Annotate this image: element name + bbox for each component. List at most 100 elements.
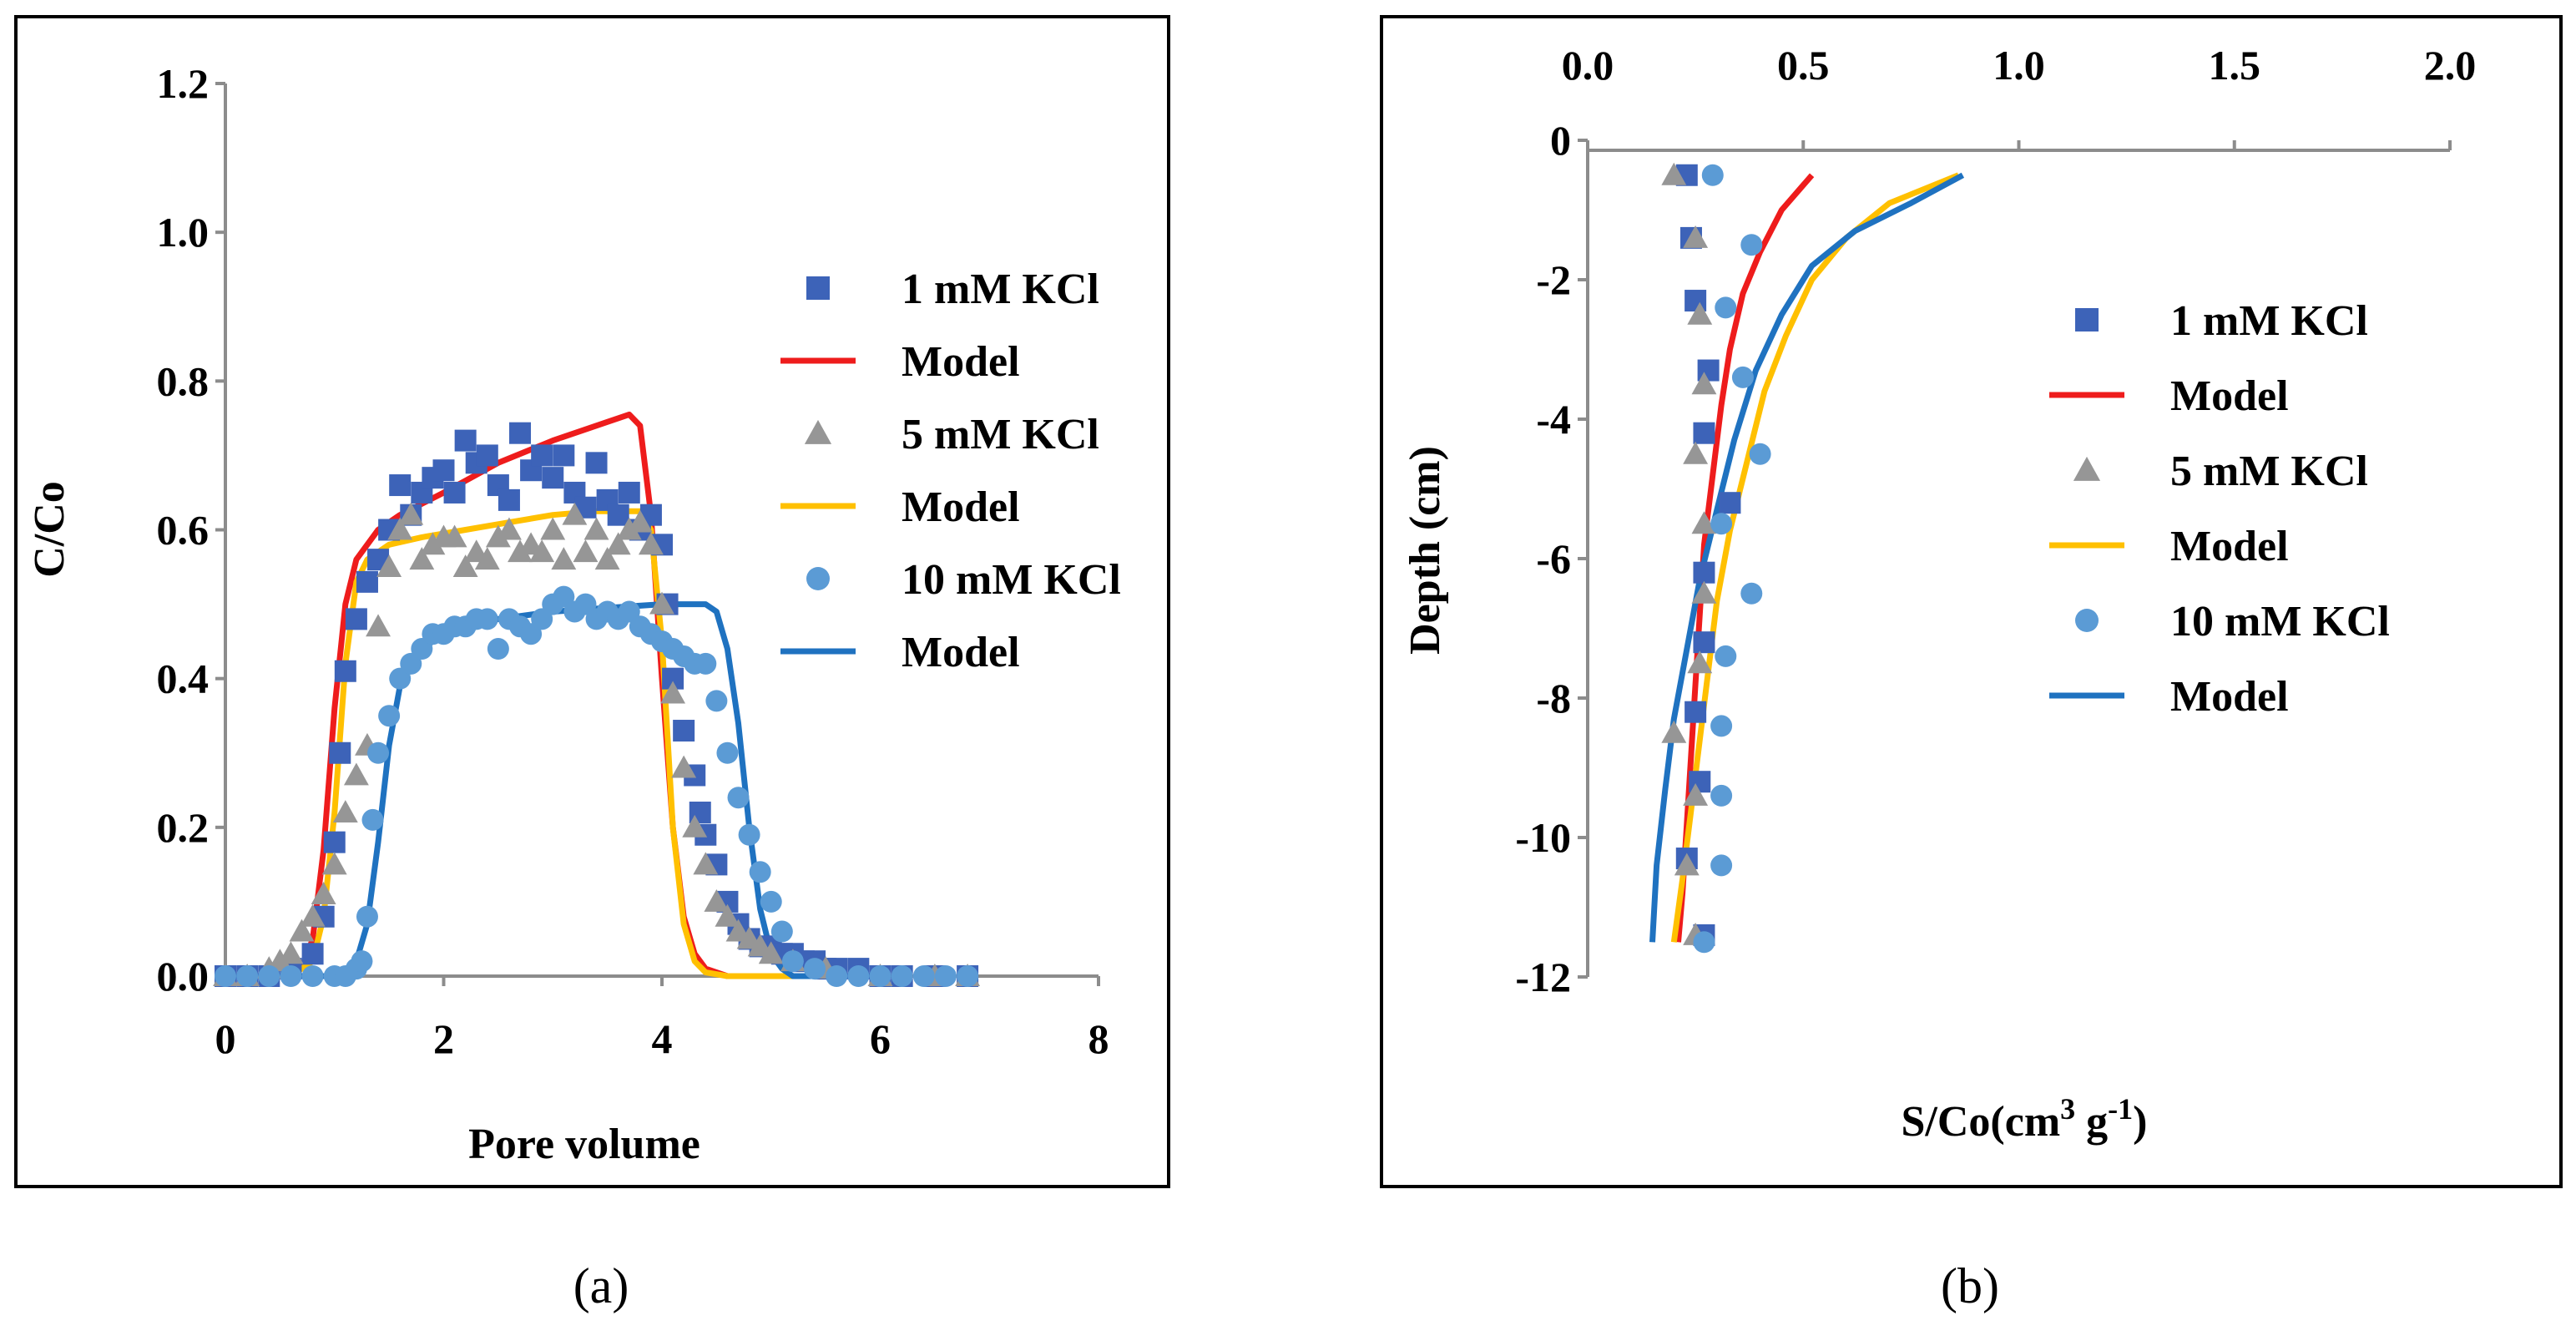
a-series-2-point — [387, 517, 413, 540]
a-series-2-point — [311, 882, 336, 904]
a-y-tick-label: 0.2 — [157, 804, 210, 851]
a-series-4-point — [847, 965, 870, 987]
panel-b-x-label: S/Co(cm3 g-1) — [1902, 1092, 2148, 1146]
a-series-4-point — [553, 585, 575, 608]
b-legend-1-label: Model — [2170, 372, 2289, 420]
a-series-2-point — [376, 554, 402, 578]
b-series-2-point — [1674, 853, 1700, 876]
a-series-2-point — [583, 517, 609, 540]
a-series-0-point — [607, 504, 629, 526]
panel-a-y-label: C/Co — [26, 481, 73, 578]
a-series-2-point — [474, 547, 500, 570]
a-series-4-point — [716, 741, 739, 764]
a-series-2-point — [649, 591, 674, 615]
a-series-4-point — [356, 905, 378, 928]
panel-a-caption: (a) — [573, 1258, 629, 1313]
b-series-4-point — [1749, 443, 1771, 465]
a-series-2-point — [332, 800, 358, 822]
b-series-2-point — [1691, 511, 1717, 534]
b-legend-4-swatch — [2075, 609, 2099, 632]
b-legend-4-label: 10 mM KCl — [2170, 598, 2390, 645]
a-series-4-point — [361, 808, 384, 831]
panel-b-legend: 1 mM KCl Model 5 mM KCl Model 10 mM KCl Model — [2049, 297, 2390, 721]
a-series-4-point — [487, 638, 509, 660]
b-series-5-model-line — [1649, 172, 1965, 943]
a-series-4-point — [738, 823, 760, 846]
a-series-2-point — [420, 532, 446, 555]
a-series-2-point — [594, 547, 620, 570]
b-series-4-point — [1693, 931, 1715, 954]
panel-a-legend: 1 mM KCl Model 5 mM KCl Model 10 mM KCl Model — [780, 266, 1121, 676]
a-series-2-point — [267, 949, 293, 972]
a-legend-2-label: 5 mM KCl — [902, 411, 1099, 458]
a-series-2-point — [289, 919, 315, 942]
a-series-4-point — [301, 965, 324, 987]
panel-a-series — [213, 411, 981, 987]
a-series-4-point — [804, 958, 826, 980]
a-series-2-point — [562, 502, 588, 525]
a-series-2-point — [278, 941, 304, 964]
a-series-4-point — [957, 965, 979, 987]
a-x-tick-label: 6 — [870, 1015, 891, 1062]
panel-b-caption: (b) — [1941, 1258, 1999, 1313]
b-series-2-point — [1683, 225, 1709, 248]
a-series-4-point — [749, 861, 771, 883]
a-x-tick-label: 0 — [215, 1015, 236, 1062]
a-series-2-point — [508, 539, 533, 563]
b-series-4-point — [1710, 715, 1733, 737]
a-y-tick-label: 0.8 — [157, 357, 210, 404]
a-series-2-point — [605, 532, 631, 555]
b-legend-0-label: 1 mM KCl — [2170, 297, 2368, 345]
b-x-tick-label: 2.0 — [2424, 42, 2477, 89]
a-series-4-point — [912, 965, 935, 987]
b-series-2-point — [1661, 162, 1687, 185]
b-series-4-point — [1715, 296, 1737, 319]
a-legend-3-label: Model — [902, 483, 1020, 531]
a-y-tick-label: 1.0 — [157, 209, 210, 256]
a-series-0-point — [432, 459, 455, 482]
b-series-2-point — [1683, 441, 1709, 464]
a-series-4-point — [705, 690, 728, 712]
a-series-2-point — [452, 554, 478, 578]
a-series-2-point — [573, 539, 599, 563]
a-series-4-point — [520, 623, 543, 645]
a-series-0-point — [618, 481, 640, 504]
a-series-2-point — [529, 539, 555, 563]
a-series-2-point — [300, 903, 326, 927]
a-series-0-point — [542, 467, 564, 489]
b-x-tick-label: 0.5 — [1777, 42, 1830, 89]
a-series-3-model-line — [225, 508, 881, 979]
a-series-2-point — [485, 524, 511, 548]
a-series-0-point — [443, 481, 466, 504]
a-series-4-point — [727, 787, 750, 809]
a-series-4-point — [869, 965, 891, 987]
a-series-0-point — [673, 720, 695, 742]
a-series-0-point — [531, 444, 553, 467]
a-y-tick-label: 0.4 — [157, 655, 210, 702]
b-series-0-point — [1719, 492, 1741, 514]
a-x-tick-label: 8 — [1088, 1015, 1109, 1062]
a-series-2-point — [616, 517, 642, 540]
a-legend-1-label: Model — [902, 338, 1020, 386]
panel-b-x-label-sup2: -1 — [2108, 1092, 2133, 1126]
a-legend-0-label: 1 mM KCl — [902, 266, 1099, 313]
a-series-4-point — [476, 608, 498, 630]
a-series-2-point — [540, 517, 566, 540]
a-y-tick-label: 0.0 — [157, 953, 210, 1000]
a-series-4-point — [826, 965, 848, 987]
b-legend-2-swatch — [2073, 456, 2101, 481]
b-series-1-model-line — [1675, 173, 1815, 943]
b-series-4-point — [1740, 582, 1763, 605]
b-series-2-point — [1687, 650, 1713, 674]
a-series-2-point — [321, 852, 347, 875]
a-series-2-point — [366, 614, 391, 637]
a-x-tick-label: 2 — [433, 1015, 454, 1062]
a-series-4-point — [574, 593, 597, 615]
a-series-2-point — [758, 941, 784, 964]
a-series-4-point — [351, 950, 373, 973]
panel-b-frame — [1380, 15, 2563, 1188]
a-legend-5-label: Model — [902, 629, 1020, 676]
b-series-2-point — [1661, 720, 1687, 743]
a-series-2-point — [638, 532, 664, 555]
a-series-4-point — [389, 667, 412, 690]
